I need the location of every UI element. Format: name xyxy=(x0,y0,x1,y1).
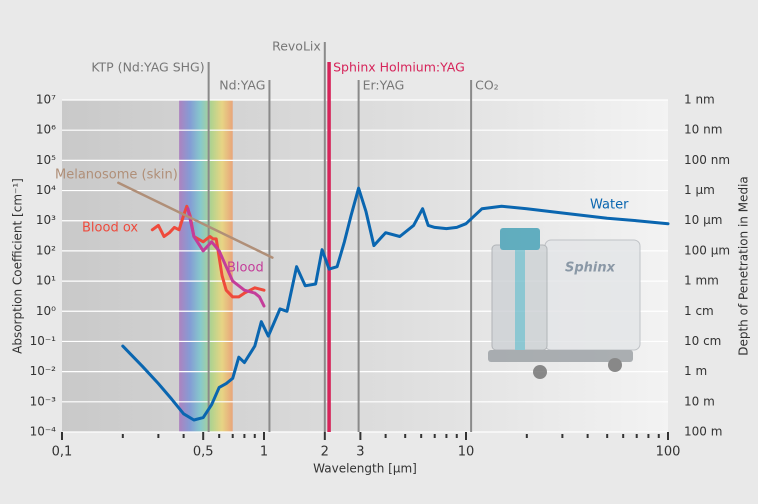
device-screen xyxy=(500,228,540,250)
y-tick-label: 10³ xyxy=(36,213,56,227)
y-tick-label: 10⁻³ xyxy=(30,394,57,408)
y-tick-label: 10⁵ xyxy=(36,153,56,167)
y2-tick-label: 1 cm xyxy=(684,304,714,318)
x-tick-label: 2 xyxy=(321,445,329,460)
y-tick-label: 10⁰ xyxy=(36,304,56,318)
visible-band xyxy=(179,100,233,432)
y-tick-label: 10⁷ xyxy=(36,93,56,107)
x-axis-title: Wavelength [µm] xyxy=(313,462,417,476)
device-image: Sphinx xyxy=(488,228,641,379)
laser-label: RevoLix xyxy=(272,39,321,54)
y2-tick-label: 1 µm xyxy=(684,183,715,197)
device-tube xyxy=(515,250,525,350)
y2-tick-label: 10 nm xyxy=(684,123,722,137)
device-label: Sphinx xyxy=(565,261,616,276)
y2-axis-title: Depth of Penetration in Media xyxy=(737,176,751,356)
y-tick-label: 10⁶ xyxy=(36,123,56,137)
laser-label: KTP (Nd:YAG SHG) xyxy=(91,60,204,75)
y2-tick-label: 10 µm xyxy=(684,213,722,227)
series-line xyxy=(121,186,670,422)
y2-tick-label: 100 nm xyxy=(684,153,730,167)
y2-tick-label: 10 m xyxy=(684,394,715,408)
series-line xyxy=(117,181,274,259)
laser-label: Er:YAG xyxy=(363,78,405,93)
series-label: Blood xyxy=(227,261,264,276)
device-body xyxy=(544,239,641,351)
x-tick-label: 100 xyxy=(656,445,681,460)
y-axis-title: Absorption Coefficient [cm⁻¹] xyxy=(11,178,25,354)
device-wheel xyxy=(608,358,622,372)
series-line xyxy=(186,207,266,308)
device-wheel xyxy=(533,365,547,379)
y-tick-label: 10⁴ xyxy=(36,183,56,197)
y2-tick-label: 100 m xyxy=(684,425,722,439)
y2-tick-label: 1 m xyxy=(684,364,707,378)
laser-label: Nd:YAG xyxy=(219,78,265,93)
series-label: Melanosome (skin) xyxy=(55,168,178,183)
x-tick-label: 0,5 xyxy=(193,445,214,460)
y-tick-label: 10¹ xyxy=(36,274,56,288)
y-tick-label: 10⁻⁴ xyxy=(30,425,57,439)
y2-tick-label: 1 mm xyxy=(684,274,719,288)
x-tick-label: 3 xyxy=(356,445,364,460)
series-label: Water xyxy=(590,198,629,213)
y2-tick-label: 10 cm xyxy=(684,334,721,348)
y-tick-label: 10⁻² xyxy=(30,364,57,378)
y2-tick-label: 1 nm xyxy=(684,93,715,107)
series-label: Blood ox xyxy=(82,221,138,236)
device-base xyxy=(488,350,633,362)
y-tick-label: 10² xyxy=(36,243,56,257)
x-tick-label: 1 xyxy=(260,445,268,460)
y-tick-label: 10⁻¹ xyxy=(30,334,57,348)
x-tick-label: 0,1 xyxy=(52,445,73,460)
laser-label: CO₂ xyxy=(475,78,499,93)
x-tick-label: 10 xyxy=(458,445,475,460)
laser-label: Sphinx Holmium:YAG xyxy=(333,60,465,75)
series-line xyxy=(150,204,266,299)
y2-tick-label: 100 µm xyxy=(684,243,730,257)
